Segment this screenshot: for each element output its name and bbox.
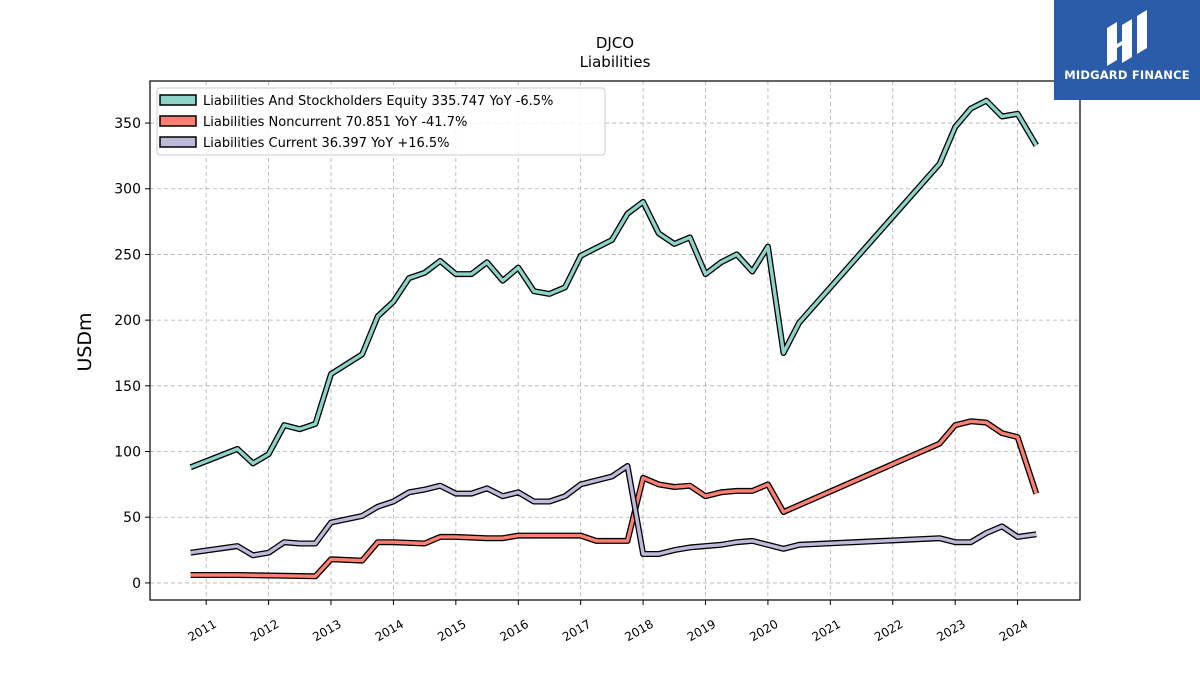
- plot-frame: [149, 80, 1081, 601]
- x-tick-label: 2015: [435, 617, 468, 644]
- grid: [150, 81, 1080, 600]
- x-tick-label: 2011: [185, 617, 218, 644]
- legend: Liabilities And Stockholders Equity 335.…: [156, 87, 606, 156]
- y-tick-label: 0: [132, 576, 141, 592]
- x-tick-label: 2013: [310, 617, 343, 644]
- x-tick-label: 2021: [810, 617, 843, 644]
- logo-text: MIDGARD FINANCE: [1064, 68, 1190, 82]
- series-lines: [189, 97, 1040, 580]
- y-tick-label: 100: [114, 445, 141, 461]
- y-tick-label: 50: [123, 510, 141, 526]
- y-axis-label: USDm: [74, 312, 96, 371]
- legend-label-liabilities-noncurrent: Liabilities Noncurrent 70.851 YoY -41.7%: [203, 115, 467, 130]
- series-line-liabilities-current: [190, 464, 1037, 557]
- legend-swatch-liabilities-current: [159, 136, 197, 148]
- x-tick-label: 2014: [373, 617, 406, 644]
- y-tick-label: 250: [114, 247, 141, 263]
- x-tick-label: 2024: [997, 617, 1030, 644]
- midgard-finance-logo: MIDGARD FINANCE: [1054, 0, 1200, 100]
- x-tick-label: 2012: [248, 617, 281, 644]
- x-tick-label: 2022: [872, 617, 905, 644]
- x-tick-label: 2023: [934, 617, 967, 644]
- chart-title: DJCO: [596, 34, 634, 52]
- x-tick-label: 2017: [560, 617, 593, 644]
- x-tick-label: 2019: [685, 617, 718, 644]
- legend-swatch-liabilities-noncurrent: [159, 115, 197, 127]
- x-tick-label: 2020: [747, 617, 780, 644]
- legend-label-liabilities-and-stockholders-equity: Liabilities And Stockholders Equity 335.…: [203, 94, 553, 109]
- series-outline-liabilities-noncurrent: [190, 418, 1040, 580]
- legend-label-liabilities-current: Liabilities Current 36.397 YoY +16.5%: [203, 136, 450, 151]
- y-tick-label: 200: [114, 313, 141, 329]
- series-line-liabilities-and-stockholders-equity: [189, 98, 1038, 469]
- chart-subtitle: Liabilities: [580, 53, 651, 71]
- legend-box: [156, 87, 606, 156]
- logo-mark-icon: [1107, 10, 1147, 66]
- x-tick-label: 2016: [498, 617, 531, 644]
- x-tick-label: 2018: [622, 617, 655, 644]
- series-line-liabilities-noncurrent: [190, 419, 1038, 578]
- y-tick-label: 150: [114, 379, 141, 395]
- legend-swatch-liabilities-and-stockholders-equity: [159, 94, 197, 106]
- y-tick-label: 300: [114, 182, 141, 198]
- y-tick-label: 350: [114, 116, 141, 132]
